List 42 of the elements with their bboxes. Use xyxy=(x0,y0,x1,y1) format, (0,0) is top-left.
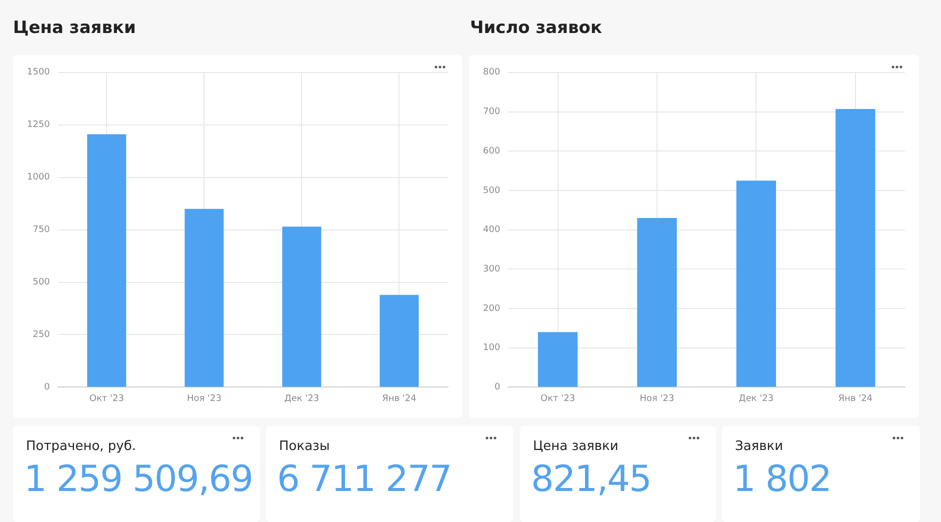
bar xyxy=(836,108,876,387)
y-tick-label: 500 xyxy=(482,186,500,196)
bar xyxy=(184,208,224,387)
x-tick-label: Ноя '23 xyxy=(640,394,674,404)
text: Цена заявки xyxy=(533,439,618,454)
y-tick-label: 300 xyxy=(482,264,500,274)
y-tick-label: 400 xyxy=(482,225,500,236)
x-tick-label: Янв '24 xyxy=(382,394,417,404)
y-tick-label: 100 xyxy=(482,343,500,354)
text: Показы xyxy=(279,439,330,454)
bar xyxy=(736,180,776,387)
x-tick-label: Окт '23 xyxy=(540,394,576,404)
y-tick-label: 0 xyxy=(494,382,500,393)
x-tick-label: Окт '23 xyxy=(89,394,124,404)
y-tick-label: 800 xyxy=(482,68,500,78)
chart-title: Число заявок xyxy=(470,18,602,38)
x-tick-label: Янв '24 xyxy=(838,394,873,404)
bar xyxy=(282,226,322,387)
text: 1 802 xyxy=(733,459,832,500)
y-tick-label: 600 xyxy=(482,146,500,156)
y-tick-label: 750 xyxy=(32,225,50,236)
text: 6 711 277 xyxy=(277,459,452,500)
text: 821,45 xyxy=(531,459,651,500)
x-tick-label: Дек '23 xyxy=(738,394,774,404)
bar xyxy=(87,134,126,387)
bar xyxy=(538,332,578,387)
y-tick-label: 1250 xyxy=(27,120,50,130)
text: Потрачено, руб. xyxy=(26,439,136,454)
text: 1 259 509,69 xyxy=(24,459,252,500)
y-tick-label: 0 xyxy=(44,382,50,393)
bar xyxy=(380,294,419,387)
x-tick-label: Дек '23 xyxy=(284,394,320,404)
text: Заявки xyxy=(735,439,784,454)
y-tick-label: 1500 xyxy=(27,68,50,78)
chart-title: Цена заявки xyxy=(13,18,136,38)
y-tick-label: 500 xyxy=(32,278,50,288)
y-tick-label: 250 xyxy=(32,330,50,340)
x-tick-label: Ноя '23 xyxy=(186,394,222,404)
bar xyxy=(637,218,677,387)
y-tick-label: 1000 xyxy=(27,172,50,183)
y-tick-label: 200 xyxy=(482,304,500,314)
y-tick-label: 700 xyxy=(482,107,500,118)
